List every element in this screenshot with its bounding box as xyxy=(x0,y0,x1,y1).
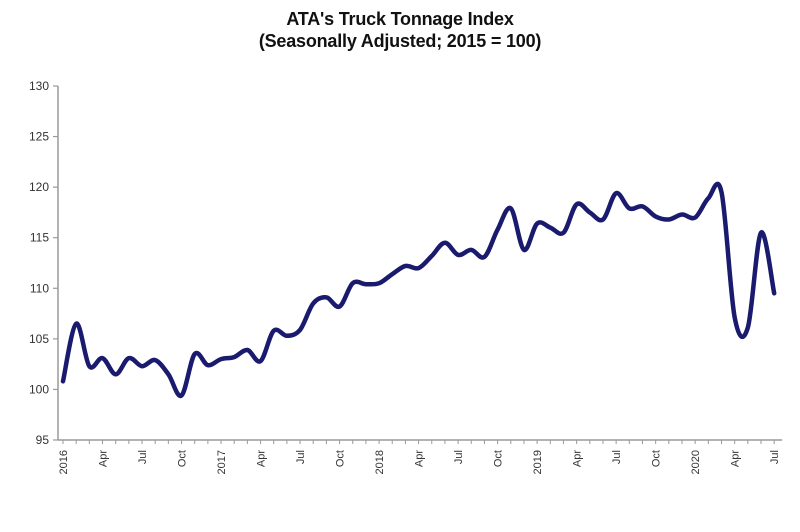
y-tick-label: 125 xyxy=(29,130,49,144)
x-tick-label: Jul xyxy=(611,450,623,464)
chart-title-line1: ATA's Truck Tonnage Index xyxy=(286,9,514,29)
y-axis: 95 100 105 110 115 120 125 130 xyxy=(29,79,59,447)
chart-subtitle: (Seasonally Adjusted; 2015 = 100) xyxy=(258,31,542,51)
y-tick-label: 130 xyxy=(29,79,49,93)
y-tick-label: 120 xyxy=(29,180,49,194)
x-tick-label: Jul xyxy=(453,450,465,464)
chart-title: ATA's Truck Tonnage Index (Seasonally Ad… xyxy=(0,8,800,52)
x-tick-label: Apr xyxy=(730,450,742,467)
x-tick-label: Apr xyxy=(572,450,584,467)
x-axis: 2016 Apr Jul Oct 2017 Apr Jul Oct 2018 Apr Jul Oct 2… xyxy=(58,439,783,474)
x-tick-label: Oct xyxy=(177,450,189,467)
x-tick-label: 2018 xyxy=(374,450,386,474)
x-tick-label: Oct xyxy=(335,450,347,467)
y-tick-label: 100 xyxy=(29,382,49,396)
y-tick-label: 115 xyxy=(30,231,49,245)
x-tick-label: 2016 xyxy=(58,450,70,474)
x-tick-label: Apr xyxy=(98,450,110,467)
x-tick-label: Apr xyxy=(414,450,426,467)
x-tick-label: Jul xyxy=(769,450,781,464)
tonnage-index-line xyxy=(60,181,777,399)
x-tick-label: Jul xyxy=(137,450,149,464)
y-tick-label: 95 xyxy=(36,433,50,447)
x-tick-label: 2017 xyxy=(216,450,228,474)
series-layer xyxy=(60,181,777,399)
y-tick-label: 110 xyxy=(30,281,49,295)
x-tick-label: Oct xyxy=(651,450,663,467)
x-tick-label: Jul xyxy=(295,450,307,464)
x-tick-label: Apr xyxy=(256,450,268,467)
x-tick-label: Oct xyxy=(493,450,505,467)
x-tick-label: 2020 xyxy=(690,450,702,474)
x-tick-label: 2019 xyxy=(532,450,544,474)
y-tick-label: 105 xyxy=(29,332,49,346)
